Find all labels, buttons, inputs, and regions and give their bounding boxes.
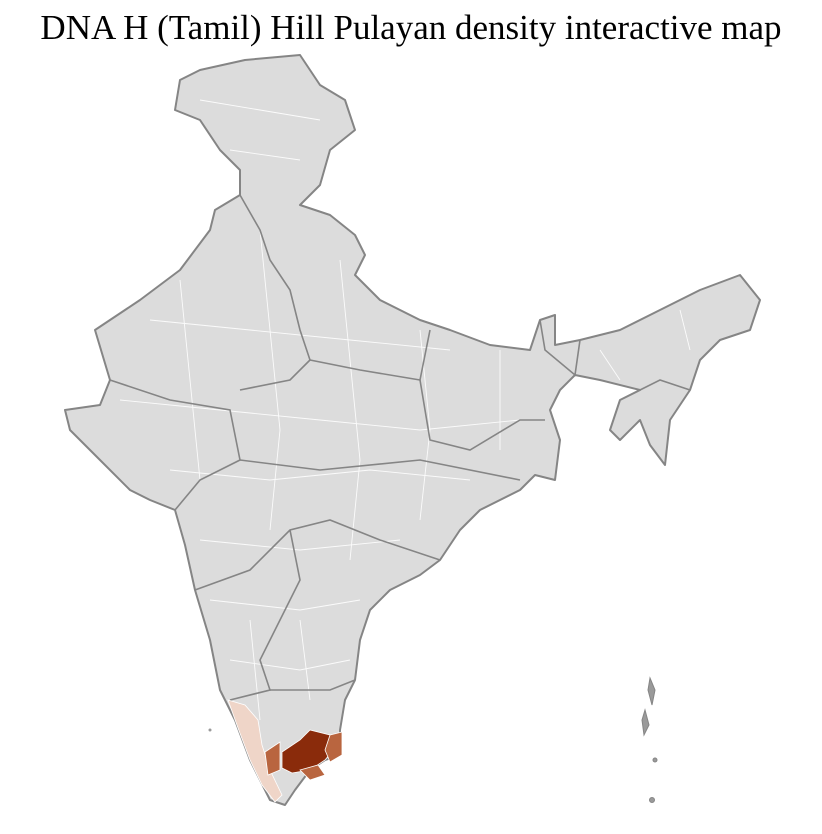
density-regions[interactable] bbox=[227, 699, 343, 803]
district-borders bbox=[119, 99, 691, 721]
tn-south-mid-density[interactable] bbox=[299, 764, 326, 781]
kerala-low-density[interactable] bbox=[227, 699, 283, 803]
andaman-islands bbox=[641, 676, 658, 803]
tn-west-mid-density[interactable] bbox=[264, 741, 281, 776]
lakshadweep-islands bbox=[208, 728, 212, 732]
india-landmass[interactable] bbox=[64, 54, 761, 806]
map-title: DNA H (Tamil) Hill Pulayan density inter… bbox=[40, 8, 782, 47]
tn-east-mid-density[interactable] bbox=[324, 731, 343, 763]
state-borders bbox=[109, 194, 691, 701]
